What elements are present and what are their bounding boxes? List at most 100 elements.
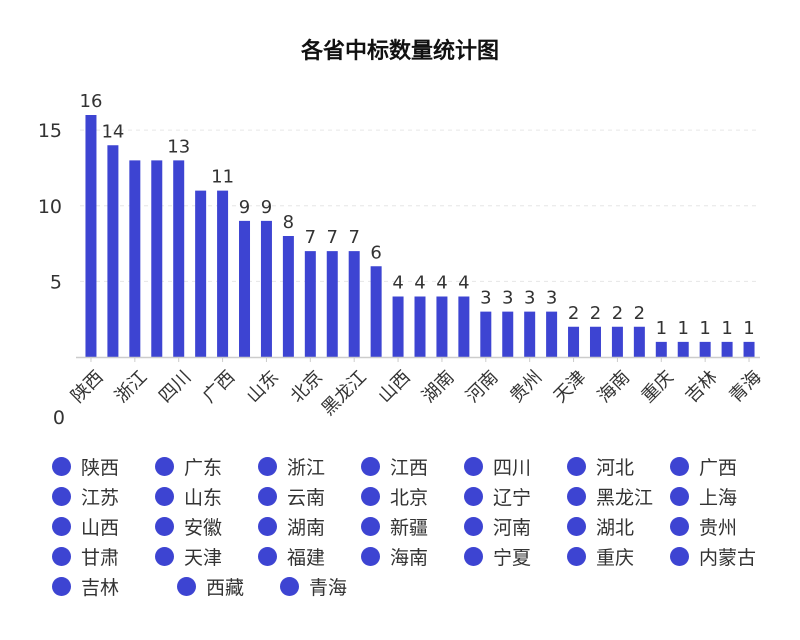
legend-marker-icon (464, 546, 483, 566)
value-label: 3 (480, 288, 491, 309)
value-label: 1 (743, 318, 754, 339)
legend-item[interactable]: 西藏 (177, 571, 244, 601)
value-label: 9 (261, 197, 272, 218)
legend-item[interactable]: 内蒙古 (670, 541, 756, 571)
legend-item[interactable]: 甘肃 (52, 541, 119, 571)
x-tick-label: 陕西 (67, 367, 107, 407)
legend-item[interactable]: 湖南 (258, 511, 325, 541)
bar (348, 251, 360, 357)
x-tick-label: 山西 (374, 367, 414, 407)
bar (260, 220, 272, 357)
legend-marker-icon (258, 456, 277, 476)
bar (85, 115, 97, 357)
value-label: 2 (634, 303, 645, 324)
legend-item[interactable]: 四川 (464, 451, 531, 481)
legend-marker-icon (52, 456, 71, 476)
gridlines (80, 129, 760, 282)
legend-marker-icon (52, 516, 71, 536)
legend-item[interactable]: 辽宁 (464, 481, 531, 511)
legend-label: 吉林 (81, 576, 120, 599)
bar (282, 236, 294, 357)
legend-item[interactable]: 河北 (567, 451, 634, 481)
legend-item[interactable]: 安徽 (155, 511, 222, 541)
legend-marker-icon (177, 576, 196, 596)
bar (502, 311, 514, 357)
legend-item[interactable]: 贵州 (670, 511, 737, 541)
legend-marker-icon (361, 456, 380, 476)
value-label: 1 (677, 318, 688, 339)
legend-item[interactable]: 陕西 (52, 451, 119, 481)
x-tick-label: 贵州 (506, 367, 546, 407)
bar (568, 326, 580, 357)
legend-item[interactable]: 新疆 (361, 511, 428, 541)
legend-item[interactable]: 海南 (361, 541, 428, 571)
y-tick-label: 15 (38, 120, 62, 142)
legend-item[interactable]: 广西 (670, 451, 737, 481)
legend-item[interactable]: 江苏 (52, 481, 119, 511)
legend-item[interactable]: 重庆 (567, 541, 634, 571)
value-label: 13 (167, 136, 190, 157)
legend-item[interactable]: 浙江 (258, 451, 325, 481)
legend-label: 江苏 (81, 486, 120, 509)
bar (414, 296, 426, 357)
legend-item[interactable]: 青海 (280, 571, 347, 601)
value-label: 6 (370, 242, 381, 263)
legend-marker-icon (670, 516, 689, 536)
legend-label: 福建 (287, 546, 326, 569)
x-tick-label: 海南 (594, 367, 634, 407)
value-label: 3 (524, 288, 535, 309)
legend-item[interactable]: 山西 (52, 511, 119, 541)
legend-marker-icon (567, 516, 586, 536)
legend-marker-icon (361, 546, 380, 566)
value-label: 3 (502, 288, 513, 309)
legend-label: 辽宁 (493, 486, 532, 509)
value-label: 4 (392, 273, 403, 294)
legend-marker-icon (52, 486, 71, 506)
legend-label: 新疆 (390, 516, 429, 539)
legend-label: 广东 (184, 456, 223, 479)
bar (524, 311, 536, 357)
legend-marker-icon (670, 546, 689, 566)
legend-item[interactable]: 吉林 (52, 571, 119, 601)
legend-label: 黑龙江 (596, 486, 654, 509)
legend-item[interactable]: 云南 (258, 481, 325, 511)
legend-item[interactable]: 黑龙江 (567, 481, 653, 511)
legend-item[interactable]: 广东 (155, 451, 222, 481)
legend-item[interactable]: 河南 (464, 511, 531, 541)
bar (436, 296, 448, 357)
legend-marker-icon (155, 516, 174, 536)
legend-marker-icon (258, 516, 277, 536)
bar (195, 190, 207, 357)
legend-item[interactable]: 福建 (258, 541, 325, 571)
x-tick-label: 黑龙江 (318, 367, 371, 420)
legend-label: 海南 (390, 546, 429, 569)
legend-item[interactable]: 天津 (155, 541, 222, 571)
legend-marker-icon (361, 486, 380, 506)
bar (633, 326, 645, 357)
value-label: 7 (327, 227, 338, 248)
bar (546, 311, 558, 357)
value-label: 3 (546, 288, 557, 309)
bar (392, 296, 404, 357)
legend-marker-icon (567, 486, 586, 506)
legend-item[interactable]: 江西 (361, 451, 428, 481)
legend-label: 河北 (596, 456, 635, 479)
bar (655, 341, 667, 357)
value-label: 7 (305, 227, 316, 248)
legend-item[interactable]: 北京 (361, 481, 428, 511)
bar (151, 160, 163, 357)
legend-item[interactable]: 上海 (670, 481, 737, 511)
bar (173, 160, 185, 357)
legend-item[interactable]: 宁夏 (464, 541, 531, 571)
x-tick-label: 四川 (155, 367, 195, 407)
legend-label: 山西 (81, 516, 120, 539)
legend-marker-icon (52, 576, 71, 596)
legend-item[interactable]: 湖北 (567, 511, 634, 541)
legend-item[interactable]: 山东 (155, 481, 222, 511)
legend-marker-icon (464, 516, 483, 536)
legend-marker-icon (52, 546, 71, 566)
bar (480, 311, 492, 357)
bar (217, 190, 229, 357)
